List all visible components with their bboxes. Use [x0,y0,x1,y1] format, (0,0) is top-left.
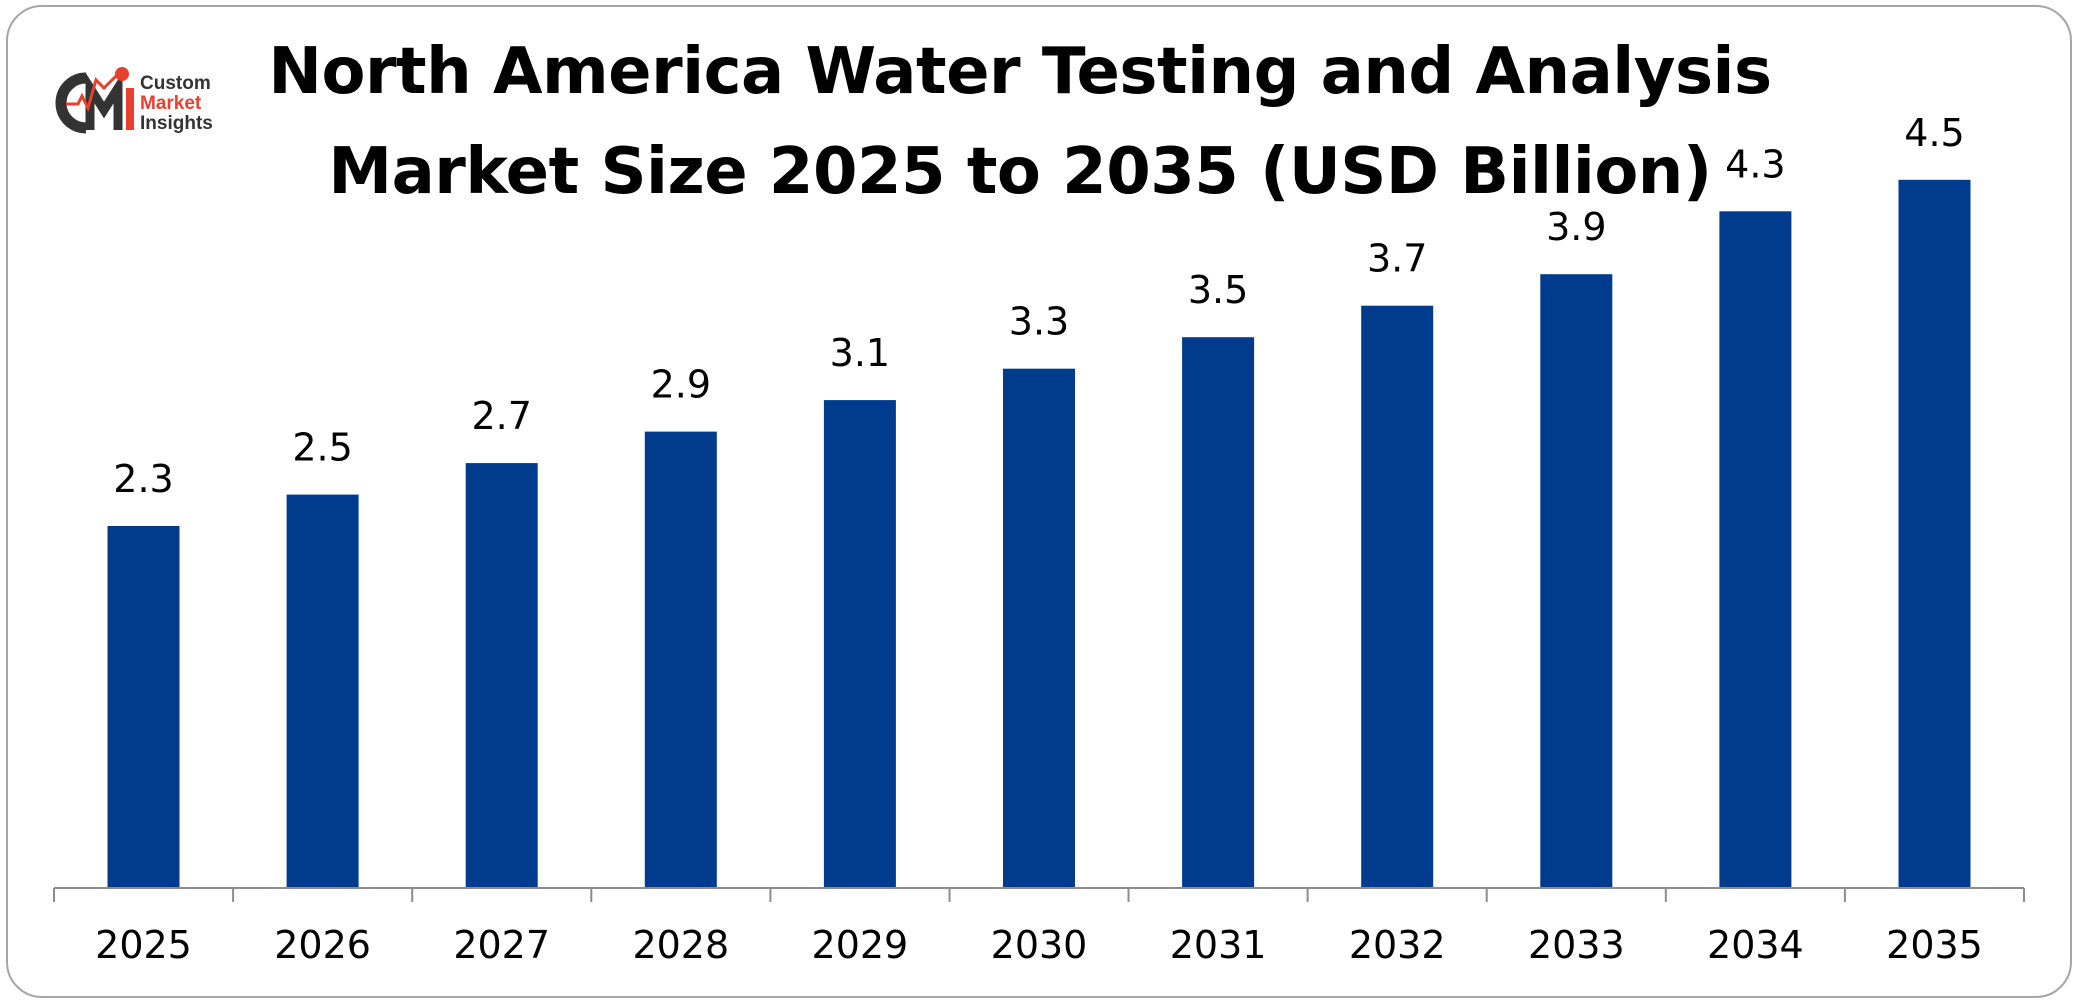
bar-2028 [644,431,717,888]
data-label-2033: 3.9 [1546,205,1606,249]
bar-2025 [107,526,180,888]
x-tick-labels: 2025 2026 2027 2028 2029 2030 2031 2032 2033 2034… [95,923,1983,967]
chart-title-line-2: Market Size 2025 to 2035 (USD Billion) [328,135,1712,209]
bar-2032 [1361,305,1434,888]
x-tick-label-2034: 2034 [1707,923,1804,967]
bar-2030 [1003,368,1075,888]
data-label-2027: 2.7 [471,394,531,438]
bar-2033 [1540,274,1613,888]
x-tick-label-2026: 2026 [274,923,371,967]
x-tick-label-2031: 2031 [1170,923,1267,967]
x-tick-label-2028: 2028 [632,923,729,967]
data-label-2029: 3.1 [830,331,890,375]
logo-mark-icon [55,67,134,134]
logo-wordmark: Custom Market Insights [140,74,213,134]
logo-line-insights: Insights [140,113,213,134]
bar-2035 [1898,179,1971,889]
x-axis [53,887,2025,902]
bar-2026 [286,494,359,888]
bar-series [107,179,1971,889]
data-label-2030: 3.3 [1009,300,1069,344]
bar-2029 [823,400,896,888]
data-labels: 2.3 2.5 2.7 2.9 3.1 3.3 3.5 3.7 3.9 4.3 4.5 [113,111,1964,501]
x-tick-label-2035: 2035 [1886,923,1983,967]
chart-title: North America Water Testing and Analysis… [200,22,1840,222]
data-label-2031: 3.5 [1188,268,1248,312]
logo-line-market: Market [140,93,202,114]
x-tick-label-2032: 2032 [1349,923,1446,967]
x-tick-label-2027: 2027 [453,923,550,967]
x-tick-label-2030: 2030 [991,923,1088,967]
bar-2027 [465,463,538,888]
x-tick-label-2033: 2033 [1528,923,1625,967]
x-tick-label-2029: 2029 [812,923,909,967]
logo-line-custom: Custom [140,73,211,94]
company-logo: Custom Market Insights [52,58,242,148]
data-label-2032: 3.7 [1367,237,1427,281]
data-label-2028: 2.9 [651,363,711,407]
data-label-2035: 4.5 [1904,111,1964,155]
bar-2031 [1182,337,1255,888]
x-tick-label-2025: 2025 [95,923,192,967]
data-label-2026: 2.5 [292,426,352,470]
data-label-2025: 2.3 [113,457,173,501]
chart-title-line-1: North America Water Testing and Analysis [268,35,1772,109]
bar-2034 [1719,211,1792,889]
data-label-2034: 4.3 [1725,142,1785,186]
